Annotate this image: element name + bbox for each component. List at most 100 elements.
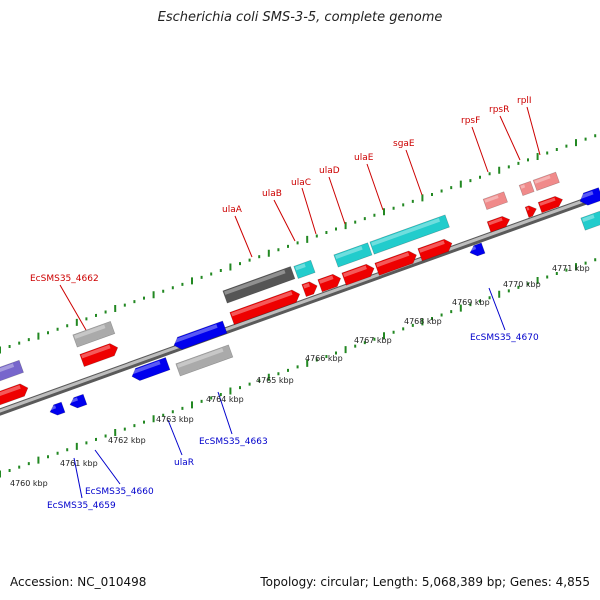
leader-line: [217, 391, 233, 435]
leader-line: [328, 176, 346, 225]
scale-label: 4763 kbp: [156, 415, 194, 424]
gene-reverse-shape: [469, 242, 486, 257]
rna-feature-highlight: [484, 195, 499, 203]
feature-purple-shape: [0, 359, 24, 383]
gene-rpsF: [486, 216, 511, 233]
leader-line: [499, 115, 521, 161]
feature-cyan-shape: [580, 210, 600, 231]
leader-line: [59, 284, 87, 331]
leader-line: [405, 149, 423, 196]
topology-text: Topology: circular; Length: 5,068,389 bp…: [260, 575, 590, 589]
leader-line: [94, 449, 121, 485]
gene-label: ulaA: [222, 205, 243, 215]
scale-label: 4762 kbp: [108, 436, 146, 445]
leader-line: [526, 106, 541, 156]
feature-purple: [0, 359, 24, 383]
gene-label: ulaC: [291, 178, 311, 188]
accession-text: Accession: NC_010498: [10, 575, 147, 589]
scale-label: 4768 kbp: [404, 317, 442, 326]
gene-ulaA-highlight: [231, 291, 293, 317]
rna-feature: [532, 171, 560, 191]
gene-ulaE-highlight: [376, 252, 410, 268]
scale-label: 4760 kbp: [10, 479, 48, 488]
feature-grey: [175, 344, 234, 377]
gene-labels: EcSMS35_4662 ulaA ulaB ulaC ulaD ulaE sgaE rpsF…: [30, 96, 539, 511]
gene-forward-shape: [0, 383, 29, 407]
gene-sgaE-highlight: [419, 240, 445, 253]
leader-line: [488, 287, 506, 331]
gene-rpsR-shape: [524, 205, 537, 218]
gene-label: EcSMS35_4660: [85, 487, 154, 497]
gene-rpsR-highlight: [526, 207, 530, 211]
feature-grey-highlight: [177, 348, 224, 368]
scale-label: 4765 kbp: [256, 376, 294, 385]
feature-cyan-highlight: [371, 218, 441, 246]
gene-reverse-highlight: [469, 246, 477, 252]
gene-forward-shape: [79, 343, 119, 367]
leader-line: [167, 419, 183, 456]
leader-line: [301, 187, 317, 235]
feature-dark-shape: [222, 266, 296, 304]
gene-rplI: [537, 196, 563, 214]
scale-label: 4769 kbp: [452, 298, 490, 307]
feature-cyan: [293, 259, 316, 279]
map-title: Escherichia coli SMS-3-5, complete genom…: [157, 10, 443, 25]
gene-rpsR: [524, 205, 537, 218]
gene-label: EcSMS35_4659: [47, 501, 116, 511]
gene-reverse-shape: [579, 187, 600, 206]
scale-label: 4767 kbp: [354, 336, 392, 345]
gene-reverse-shape: [69, 393, 88, 409]
feature-cyan-shape: [333, 242, 373, 268]
gene-ulaB-shape: [301, 281, 318, 298]
gene-label: ulaE: [354, 153, 374, 163]
leader-line: [73, 457, 83, 499]
gene-forward: [0, 383, 29, 407]
backbone-highlight: [0, 193, 600, 413]
gene-sgaE-shape: [417, 238, 453, 262]
scale-label: 4764 kbp: [206, 395, 244, 404]
scale-labels: 4760 kbp 4761 kbp 4762 kbp 4763 kbp 4764 kbp…: [10, 264, 590, 488]
gene-label: ulaR: [174, 458, 194, 468]
rna-feature-highlight: [520, 184, 526, 189]
gene-label: rplI: [517, 96, 532, 106]
gene-reverse: [579, 187, 600, 206]
gene-reverse: [49, 401, 66, 416]
gene-features: [0, 171, 600, 416]
gene-reverse: [469, 242, 486, 257]
leader-line: [234, 215, 253, 258]
gene-rpsF-shape: [486, 216, 511, 233]
gene-ulaA-shape: [229, 289, 301, 325]
gene-ulaD: [341, 263, 375, 286]
gene-ulaD-highlight: [343, 265, 367, 278]
gene-ulaE-shape: [374, 250, 417, 276]
gene-ulaC: [317, 273, 342, 293]
rna-feature: [482, 191, 508, 210]
gene-label: ulaD: [319, 166, 340, 176]
gene-ulaB: [301, 281, 318, 298]
gene-ulaA: [229, 289, 301, 325]
gene-ulaC-highlight: [319, 275, 334, 284]
gene-reverse-highlight: [579, 190, 594, 200]
gene-reverse-highlight: [173, 324, 218, 344]
feature-cyan-highlight: [295, 263, 306, 271]
gene-reverse-shape: [49, 401, 66, 416]
feature-dark: [222, 266, 296, 304]
gene-reverse: [173, 320, 228, 350]
gene-label: EcSMS35_4663: [199, 437, 268, 447]
rna-feature-shape: [482, 191, 508, 210]
gene-ulaB-highlight: [303, 283, 310, 289]
gene-ulaC-shape: [317, 273, 342, 293]
gene-sgaE: [417, 238, 453, 262]
gene-reverse-shape: [173, 320, 228, 350]
feature-grey-highlight: [74, 324, 106, 339]
label-leaders: [59, 106, 541, 499]
scale-label: 4771 kbp: [552, 264, 590, 273]
rna-feature-shape: [518, 180, 535, 196]
gene-ulaE: [374, 250, 417, 276]
feature-cyan-shape: [293, 259, 316, 279]
gene-reverse-highlight: [69, 397, 78, 404]
scale-ticks: [0, 134, 597, 478]
gene-reverse-shape: [131, 357, 171, 381]
gene-label: EcSMS35_4662: [30, 274, 99, 284]
